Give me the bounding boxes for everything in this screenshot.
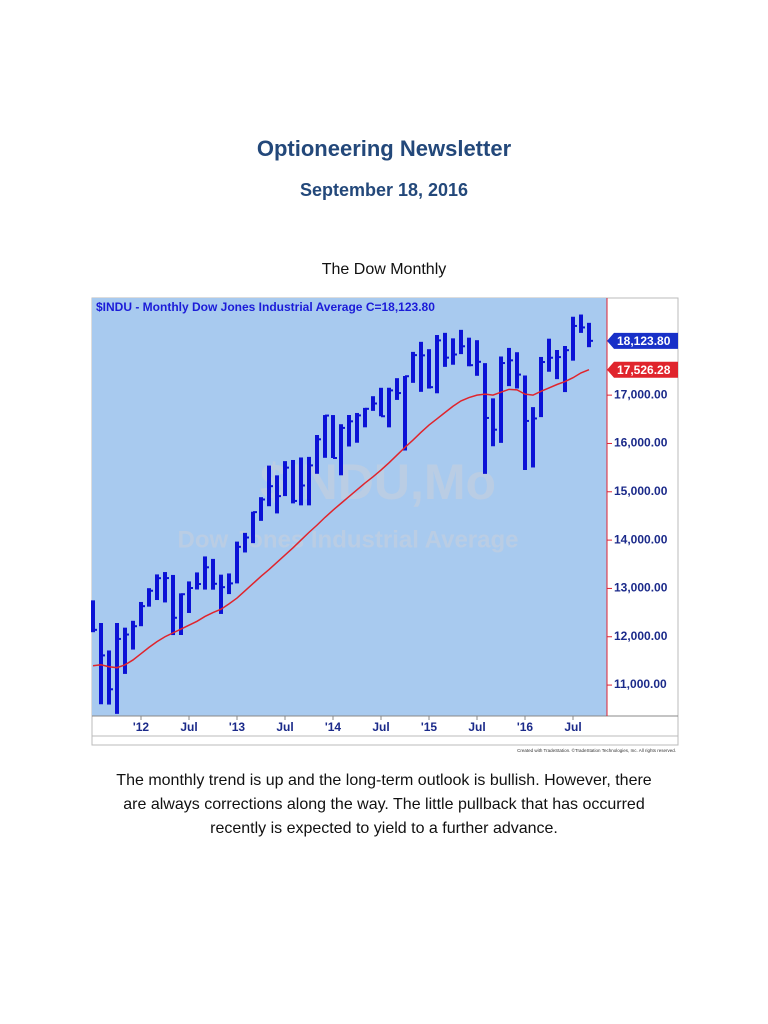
last-price-tag [607,332,678,349]
x-tick-label: '12 [133,720,150,734]
moving-average-label: 17,526.28 [617,363,671,377]
x-tick-label: Jul [276,720,293,734]
y-tick-label: 12,000.00 [614,629,668,643]
y-tick-label: 16,000.00 [614,436,668,450]
x-tick-label: '14 [325,720,342,734]
chart-credit: Created with TradeStation. ©TradeStation… [517,747,676,753]
x-tick-label: Jul [564,720,581,734]
y-tick-label: 13,000.00 [614,581,668,595]
y-tick-label: 17,000.00 [614,387,668,401]
chart-caption: The Dow Monthly [321,261,447,278]
plot-area [92,298,607,716]
newsletter-date: September 18, 2016 [299,180,469,200]
y-tick-label: 11,000.00 [614,677,667,691]
last-price-label: 18,123.80 [617,334,671,348]
x-tick-label: Jul [372,720,389,734]
newsletter-title: Optioneering Newsletter [256,136,512,161]
chart-title: $INDU - Monthly Dow Jones Industrial Ave… [96,300,435,314]
watermark-name: Dow Jones Industrial Average [178,526,519,553]
x-tick-label: Jul [180,720,197,734]
x-tick-label: Jul [468,720,485,734]
x-tick-label: '15 [421,720,438,734]
y-tick-label: 14,000.00 [614,532,668,546]
x-tick-label: '13 [229,720,246,734]
moving-average [92,369,590,669]
y-tick-label: 15,000.00 [614,484,668,498]
x-tick-label: '16 [517,720,534,734]
moving-average-tag [607,361,678,378]
body-text: The monthly trend is up and the long-ter… [116,772,652,837]
